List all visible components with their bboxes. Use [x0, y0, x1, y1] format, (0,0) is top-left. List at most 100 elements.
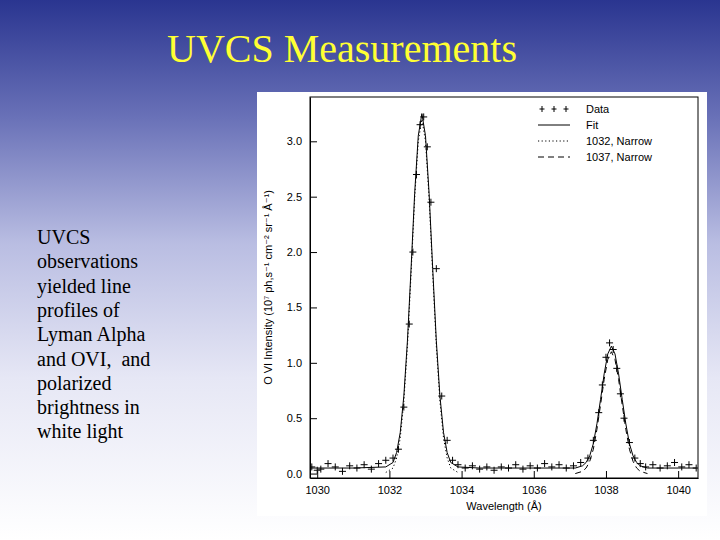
body-text: UVCSobservations yielded lineprofiles ofL…	[37, 226, 150, 443]
y-tick-label: 2.0	[287, 246, 302, 258]
y-tick: 3.0	[287, 135, 317, 147]
y-tick-label: 0.5	[287, 412, 302, 424]
legend-item: 1032, Narrow	[538, 135, 652, 147]
y-tick-mark	[310, 252, 317, 253]
data-point	[476, 466, 483, 473]
data-point	[409, 249, 416, 256]
legend-label: 1037, Narrow	[586, 151, 652, 163]
data-points	[310, 113, 698, 474]
legend-swatch	[564, 106, 569, 112]
data-point	[424, 143, 431, 150]
body-line: yielded line	[37, 275, 131, 298]
data-point	[375, 460, 382, 467]
legend-item: 1037, Narrow	[538, 151, 652, 163]
data-point	[685, 461, 692, 468]
legend-label: 1032, Narrow	[586, 135, 652, 147]
data-point	[325, 460, 332, 467]
y-tick-mark	[310, 363, 317, 364]
data-point	[498, 463, 505, 470]
data-point	[483, 463, 490, 470]
data-point	[556, 461, 563, 468]
x-tick: 1030	[305, 471, 329, 496]
series-line	[386, 119, 458, 472]
chart: 1030 1032 1034 1036 1038 1040 0.0 0.5 1.0 1.5 2.0 2…	[262, 97, 700, 512]
y-tick-mark	[310, 197, 317, 198]
y-tick: 0.5	[287, 412, 317, 424]
y-tick: 0.0	[287, 468, 317, 480]
plot-frame	[310, 97, 698, 478]
legend-swatch	[552, 106, 557, 112]
body-line: UVCS	[37, 226, 90, 248]
legend-label: Data	[586, 103, 610, 115]
legend: Data Fit 1032, Narrow 1037, Narrow	[538, 103, 652, 163]
data-point	[332, 463, 339, 470]
body-line: Lyman Alpha	[37, 323, 145, 346]
legend-item: Data	[540, 103, 611, 115]
data-point	[382, 457, 389, 464]
slide-title: UVCS Measurements	[167, 26, 517, 71]
y-tick-label: 0.0	[287, 468, 302, 480]
data-point	[541, 460, 548, 467]
body-line: brightness in	[37, 396, 140, 419]
x-axis-line	[311, 478, 699, 479]
legend-swatch	[540, 106, 545, 112]
body-line: polarized	[37, 372, 111, 395]
body-line: and OVI, and	[37, 348, 150, 370]
body-line: profiles of	[37, 299, 120, 322]
chart-panel	[257, 92, 707, 516]
series-line	[575, 352, 647, 474]
data-point	[395, 446, 402, 453]
legend-swatch	[538, 141, 570, 142]
data-point	[606, 339, 613, 346]
data-point	[317, 466, 324, 473]
slide: UVCS Measurements UVCSobservations yielded…	[0, 0, 720, 540]
x-tick: 1040	[666, 471, 690, 496]
legend-swatch	[538, 157, 570, 158]
x-tick-label: 1038	[594, 484, 618, 496]
x-axis: 1030 1032 1034 1036 1038 1040	[305, 471, 698, 496]
x-tick-label: 1034	[450, 484, 474, 496]
x-tick-mark	[606, 471, 607, 478]
data-point	[427, 199, 434, 206]
data-point	[368, 466, 375, 473]
body-line: white light	[37, 420, 124, 443]
x-tick-label: 1030	[305, 484, 329, 496]
body-line: observations	[37, 250, 138, 272]
y-tick: 2.5	[287, 191, 317, 203]
y-tick: 2.0	[287, 246, 317, 258]
x-tick: 1038	[594, 471, 618, 496]
y-tick-mark	[310, 141, 317, 142]
x-tick: 1036	[522, 471, 546, 496]
data-point	[512, 461, 519, 468]
x-tick-label: 1036	[522, 484, 546, 496]
y-tick-mark	[310, 474, 317, 475]
y-tick-label: 3.0	[287, 135, 302, 147]
data-point	[519, 466, 526, 473]
y-tick: 1.5	[287, 301, 317, 313]
data-point	[548, 463, 555, 470]
x-tick-mark	[534, 471, 535, 478]
data-point	[339, 468, 346, 475]
y-tick-mark	[310, 418, 317, 419]
legend-item: Fit	[538, 119, 598, 131]
legend-label: Fit	[586, 119, 598, 131]
y-tick-label: 2.5	[287, 191, 302, 203]
plot-area	[310, 113, 698, 474]
data-point	[671, 459, 678, 466]
data-point	[649, 461, 656, 468]
y-axis-title: O VI Intensity (10⁷ ph,s⁻¹ cm⁻² sr⁻¹ Å⁻¹…	[262, 190, 274, 385]
series-line	[310, 114, 696, 468]
x-tick-label: 1032	[378, 484, 402, 496]
x-tick: 1034	[450, 471, 474, 496]
x-axis-title: Wavelength (Å)	[466, 500, 541, 512]
y-axis: 0.0 0.5 1.0 1.5 2.0 2.5 3.0	[287, 98, 317, 480]
data-point	[310, 463, 315, 470]
y-axis-line	[310, 98, 311, 479]
y-tick-label: 1.0	[287, 357, 302, 369]
x-tick-label: 1040	[666, 484, 690, 496]
data-point	[406, 321, 413, 328]
y-tick-label: 1.5	[287, 301, 302, 313]
x-tick-mark	[462, 471, 463, 478]
x-tick-mark	[678, 471, 679, 478]
x-tick: 1032	[378, 471, 402, 496]
